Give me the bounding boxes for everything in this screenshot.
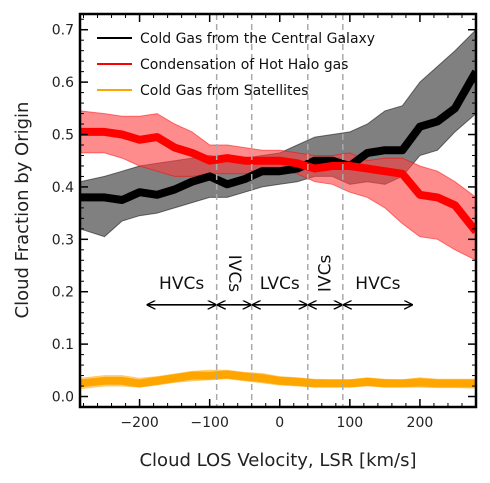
region-label-1: HVCs	[159, 274, 204, 294]
region-label-2: IVCs	[224, 255, 244, 293]
y-tick-label: 0.5	[52, 128, 74, 144]
legend-label-3: Cold Gas from Satellites	[140, 83, 308, 99]
y-axis-title: Cloud Fraction by Origin	[12, 102, 33, 319]
velocity-region-annotations: HVCs IVCs LVCs IVCs HVCs	[148, 255, 412, 305]
y-tick-label: 0.4	[52, 180, 74, 196]
y-tick-label: 0.7	[52, 23, 74, 39]
series-line-2	[80, 127, 476, 235]
region-label-3: LVCs	[260, 274, 300, 294]
legend-label-2: Condensation of Hot Halo gas	[140, 57, 348, 73]
region-label-5: HVCs	[355, 274, 400, 294]
axis-ticks: −200 −100 0 100 200 0.0 0.1 0.2 0.3 0.4 0.5 0.6 0.7	[52, 14, 477, 431]
region-label-4: IVCs	[315, 255, 335, 293]
series-line-3	[80, 370, 476, 388]
y-tick-label: 0.1	[52, 337, 74, 353]
legend-label-1: Cold Gas from the Central Galaxy	[140, 31, 375, 47]
x-tick-label: 100	[336, 415, 363, 431]
x-tick-label: 0	[275, 415, 284, 431]
legend: Cold Gas from the Central Galaxy Condensa…	[97, 31, 375, 99]
region-boundary-lines	[215, 14, 344, 407]
series-lines	[80, 69, 476, 388]
plot-frame	[78, 12, 478, 409]
y-tick-label: 0.6	[52, 75, 74, 91]
y-tick-label: 0.3	[52, 232, 74, 248]
x-tick-label: −100	[190, 415, 228, 431]
x-tick-label: −200	[120, 415, 158, 431]
x-axis-title: Cloud LOS Velocity, LSR [km/s]	[139, 450, 416, 471]
x-tick-label: 200	[407, 415, 434, 431]
series-line-1	[80, 69, 476, 204]
y-tick-label: 0.0	[52, 390, 74, 406]
y-tick-label: 0.2	[52, 285, 74, 301]
